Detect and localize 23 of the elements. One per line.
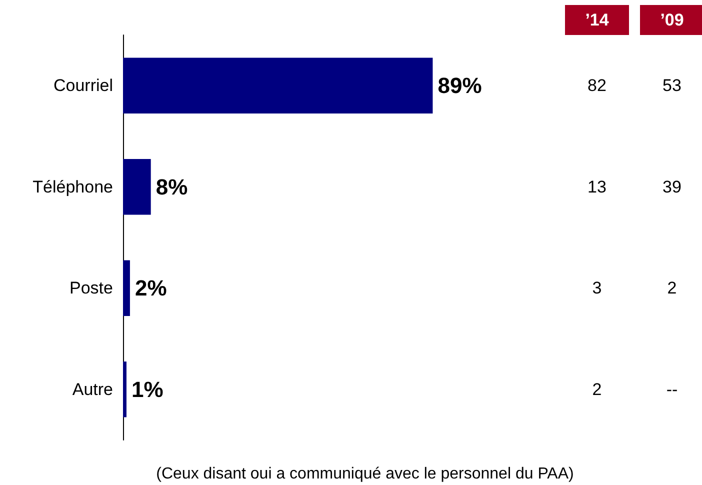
text: ’09 xyxy=(660,10,684,30)
text: 3 xyxy=(592,278,602,298)
y-tick-label: Poste xyxy=(70,278,113,298)
text: 13 xyxy=(588,177,606,196)
text: 53 xyxy=(662,76,682,96)
y-tick-label: Autre xyxy=(72,380,113,399)
text: -- xyxy=(666,380,678,399)
bar xyxy=(123,58,433,114)
text: (Ceux disant oui a communiqué avec le personnel du PAA) xyxy=(156,466,574,482)
y-tick-label: Téléphone xyxy=(32,177,113,196)
y-tick-label: Courriel xyxy=(53,76,113,96)
data-label: 2% xyxy=(134,276,167,301)
bar xyxy=(123,159,151,215)
text: 2 xyxy=(592,380,602,399)
text: 2 xyxy=(667,278,677,298)
text: 39 xyxy=(662,177,682,196)
text: 82 xyxy=(588,76,606,96)
data-label: 1% xyxy=(131,376,164,402)
bar xyxy=(123,260,130,316)
bar xyxy=(123,362,126,418)
data-label: 89% xyxy=(438,73,482,98)
text: ’14 xyxy=(585,10,610,30)
data-label: 8% xyxy=(156,174,188,200)
